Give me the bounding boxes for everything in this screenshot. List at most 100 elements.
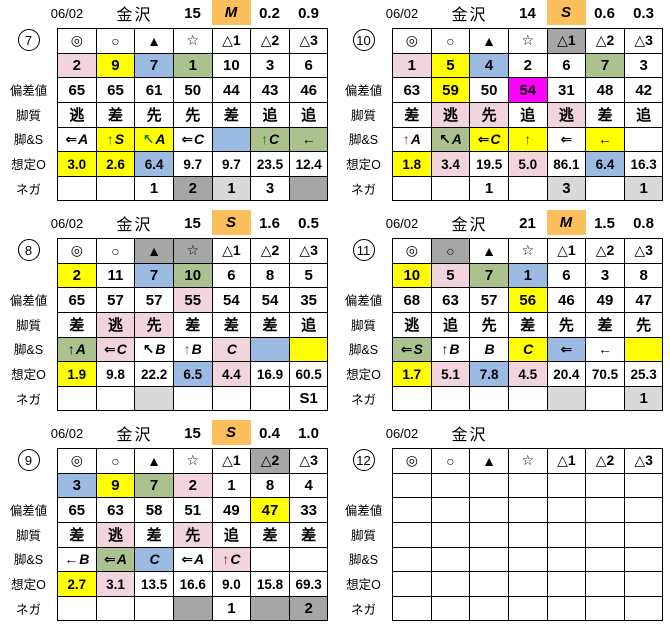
deviation-cell[interactable] xyxy=(470,498,509,523)
deviation-cell[interactable]: 49 xyxy=(586,288,625,313)
mark-cell[interactable]: △2 xyxy=(251,239,290,264)
horse-number-cell[interactable]: 2 xyxy=(58,263,97,289)
deviation-cell[interactable] xyxy=(508,498,548,523)
running-style-cell[interactable]: 先 xyxy=(173,102,213,128)
mark-cell[interactable]: ○ xyxy=(96,239,136,264)
expected-odds-cell[interactable]: 25.3 xyxy=(624,362,664,387)
expected-odds-cell[interactable]: 16.6 xyxy=(173,572,213,597)
running-style-cell[interactable]: 差 xyxy=(393,102,432,128)
leg-and-start-cell[interactable]: ⇐ C xyxy=(96,337,136,363)
expected-odds-cell[interactable] xyxy=(431,572,471,597)
running-style-cell[interactable]: 差 xyxy=(58,522,97,548)
nega-cell[interactable] xyxy=(393,386,432,412)
nega-cell[interactable] xyxy=(586,386,625,412)
leg-and-start-cell[interactable] xyxy=(251,337,290,363)
horse-number-cell[interactable]: 6 xyxy=(547,263,587,289)
horse-number-cell[interactable]: 9 xyxy=(96,53,136,79)
nega-cell[interactable] xyxy=(547,386,587,412)
leg-and-start-cell[interactable] xyxy=(251,547,290,573)
nega-cell[interactable]: 3 xyxy=(547,176,587,202)
deviation-cell[interactable]: 50 xyxy=(173,78,213,103)
mark-cell[interactable]: △2 xyxy=(586,239,625,264)
mark-cell[interactable]: △2 xyxy=(586,449,625,474)
deviation-cell[interactable]: 65 xyxy=(96,78,136,103)
nega-cell[interactable] xyxy=(470,596,509,622)
expected-odds-cell[interactable]: 1.8 xyxy=(393,152,432,177)
horse-number-cell[interactable]: 5 xyxy=(289,263,329,289)
leg-and-start-cell[interactable] xyxy=(212,127,252,153)
expected-odds-cell[interactable] xyxy=(470,572,509,597)
mark-cell[interactable]: ☆ xyxy=(508,449,548,474)
leg-and-start-cell[interactable] xyxy=(393,547,432,573)
running-style-cell[interactable] xyxy=(508,522,548,548)
mark-cell[interactable]: ☆ xyxy=(173,239,213,264)
running-style-cell[interactable]: 差 xyxy=(251,312,290,338)
leg-and-start-cell[interactable] xyxy=(624,547,664,573)
horse-number-cell[interactable]: 2 xyxy=(508,53,548,79)
mark-cell[interactable]: ▲ xyxy=(135,29,174,54)
nega-cell[interactable] xyxy=(58,596,97,622)
horse-number-cell[interactable]: 3 xyxy=(586,263,625,289)
leg-and-start-cell[interactable] xyxy=(624,127,664,153)
running-style-cell[interactable]: 先 xyxy=(173,522,213,548)
horse-number-cell[interactable] xyxy=(470,473,509,499)
mark-cell[interactable]: ▲ xyxy=(135,239,174,264)
leg-and-start-cell[interactable]: ↖ B xyxy=(135,337,174,363)
horse-number-cell[interactable]: 3 xyxy=(624,53,664,79)
deviation-cell[interactable]: 54 xyxy=(212,288,252,313)
horse-number-cell[interactable] xyxy=(431,473,471,499)
nega-cell[interactable] xyxy=(431,596,471,622)
mark-cell[interactable]: △1 xyxy=(212,239,252,264)
deviation-cell[interactable]: 31 xyxy=(547,78,587,103)
nega-cell[interactable] xyxy=(431,386,471,412)
expected-odds-cell[interactable]: 9.0 xyxy=(212,572,252,597)
expected-odds-cell[interactable]: 3.0 xyxy=(58,152,97,177)
expected-odds-cell[interactable]: 5.0 xyxy=(508,152,548,177)
leg-and-start-cell[interactable]: ⇐ A xyxy=(173,547,213,573)
running-style-cell[interactable]: 差 xyxy=(508,312,548,338)
deviation-cell[interactable]: 68 xyxy=(393,288,432,313)
deviation-cell[interactable]: 61 xyxy=(135,78,174,103)
running-style-cell[interactable]: 差 xyxy=(586,102,625,128)
leg-and-start-cell[interactable]: C xyxy=(135,547,174,573)
expected-odds-cell[interactable]: 3.4 xyxy=(431,152,471,177)
horse-number-cell[interactable]: 2 xyxy=(58,53,97,79)
mark-cell[interactable]: △3 xyxy=(624,239,664,264)
mark-cell[interactable]: ▲ xyxy=(470,449,509,474)
running-style-cell[interactable]: 追 xyxy=(251,102,290,128)
mark-cell[interactable]: ◎ xyxy=(58,449,97,474)
nega-cell[interactable]: 2 xyxy=(289,596,329,622)
expected-odds-cell[interactable]: 5.1 xyxy=(431,362,471,387)
nega-cell[interactable] xyxy=(173,386,213,412)
mark-cell[interactable]: ☆ xyxy=(508,239,548,264)
mark-cell[interactable]: △2 xyxy=(251,29,290,54)
expected-odds-cell[interactable]: 15.8 xyxy=(251,572,290,597)
leg-and-start-cell[interactable]: C xyxy=(212,337,252,363)
nega-cell[interactable] xyxy=(470,386,509,412)
leg-and-start-cell[interactable]: ↑ B xyxy=(173,337,213,363)
horse-number-cell[interactable]: 8 xyxy=(251,263,290,289)
leg-and-start-cell[interactable]: B xyxy=(470,337,509,363)
leg-and-start-cell[interactable] xyxy=(431,547,471,573)
running-style-cell[interactable]: 逃 xyxy=(431,102,471,128)
nega-cell[interactable]: 1 xyxy=(470,176,509,202)
leg-and-start-cell[interactable]: ⇐ S xyxy=(393,337,432,363)
leg-and-start-cell[interactable]: ↑ C xyxy=(212,547,252,573)
deviation-cell[interactable]: 48 xyxy=(586,78,625,103)
leg-and-start-cell[interactable] xyxy=(624,337,664,363)
running-style-cell[interactable]: 差 xyxy=(212,102,252,128)
horse-number-cell[interactable]: 8 xyxy=(624,263,664,289)
horse-number-cell[interactable]: 1 xyxy=(173,53,213,79)
deviation-cell[interactable]: 55 xyxy=(173,288,213,313)
deviation-cell[interactable]: 54 xyxy=(508,78,548,103)
nega-cell[interactable] xyxy=(508,596,548,622)
mark-cell[interactable]: ◎ xyxy=(393,29,432,54)
mark-cell[interactable]: △2 xyxy=(251,449,290,474)
expected-odds-cell[interactable]: 60.5 xyxy=(289,362,329,387)
horse-number-cell[interactable]: 7 xyxy=(470,263,509,289)
deviation-cell[interactable]: 33 xyxy=(289,498,329,523)
expected-odds-cell[interactable]: 23.5 xyxy=(251,152,290,177)
deviation-cell[interactable]: 54 xyxy=(251,288,290,313)
nega-cell[interactable]: 1 xyxy=(212,596,252,622)
deviation-cell[interactable] xyxy=(547,498,587,523)
